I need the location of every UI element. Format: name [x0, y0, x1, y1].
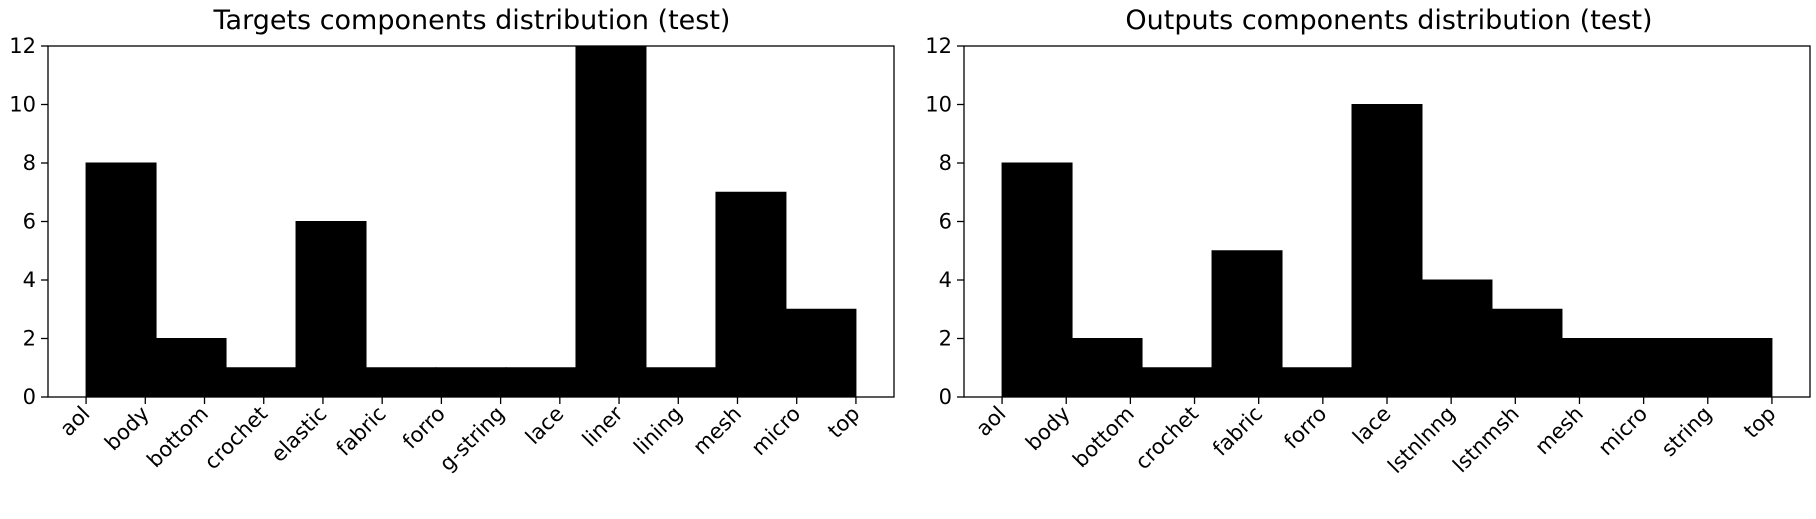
- targets-xtick-label-aol: aol: [55, 402, 94, 441]
- outputs-ytick-label-10: 10: [925, 93, 952, 117]
- outputs-chart: Outputs components distribution (test) 0…: [925, 5, 1811, 478]
- outputs-ytick-label-12: 12: [925, 34, 952, 58]
- targets-bar-lace: [575, 45, 647, 398]
- targets-ytick-label-2: 2: [23, 327, 36, 351]
- outputs-bar-lstnlnng: [1421, 279, 1493, 398]
- targets-ytick-label-12: 12: [9, 34, 36, 58]
- targets-ytick-label-0: 0: [23, 385, 36, 409]
- targets-bar-mesh: [715, 191, 787, 398]
- outputs-xtick-label-body: body: [1021, 402, 1075, 456]
- targets-xtick-label-top: top: [823, 402, 864, 443]
- outputs-xtick-label-bottom: bottom: [1068, 402, 1139, 473]
- outputs-xtick-label-aol: aol: [971, 402, 1010, 441]
- targets-xtick-label-elastic: elastic: [266, 402, 331, 467]
- outputs-bar-mesh: [1561, 338, 1633, 398]
- outputs-ytick-label-2: 2: [939, 327, 952, 351]
- outputs-ytick-label-0: 0: [939, 385, 952, 409]
- outputs-xtick-label-top: top: [1739, 402, 1780, 443]
- targets-bar-bottom: [225, 367, 297, 398]
- targets-bar-body: [155, 338, 227, 398]
- targets-xtick-label-mesh: mesh: [688, 402, 746, 460]
- outputs-bar-bottom: [1141, 367, 1213, 398]
- targets-xtick-label-crochet: crochet: [200, 402, 273, 475]
- outputs-bar-lace: [1351, 104, 1423, 398]
- outputs-bar-string: [1701, 338, 1773, 398]
- targets-bar-aol: [85, 162, 157, 398]
- outputs-bar-micro: [1631, 338, 1703, 398]
- targets-bar-lining: [645, 367, 717, 398]
- outputs-bar-forro: [1281, 367, 1353, 398]
- targets-xtick-label-liner: liner: [578, 401, 628, 451]
- outputs-ytick-label-4: 4: [939, 268, 952, 292]
- outputs-ytick-label-8: 8: [939, 151, 952, 175]
- targets-xtick-label-micro: micro: [747, 402, 806, 461]
- targets-xtick-label-g-string: g-string: [435, 402, 509, 476]
- outputs-xtick-label-fabric: fabric: [1208, 402, 1267, 461]
- targets-ytick-label-10: 10: [9, 93, 36, 117]
- targets-xtick-label-fabric: fabric: [332, 402, 391, 461]
- outputs-chart-title: Outputs components distribution (test): [1125, 5, 1652, 36]
- outputs-xtick-label-forro: forro: [1279, 402, 1331, 454]
- outputs-bar-lstnmsh: [1491, 308, 1563, 398]
- targets-ytick-label-6: 6: [23, 210, 36, 234]
- targets-xtick-label-body: body: [100, 402, 154, 456]
- targets-xtick-label-bottom: bottom: [142, 402, 213, 473]
- targets-xtick-label-lining: lining: [629, 402, 687, 460]
- targets-bar-forro: [435, 367, 507, 398]
- outputs-xtick-label-micro: micro: [1594, 402, 1653, 461]
- targets-ytick-label-8: 8: [23, 151, 36, 175]
- outputs-xtick-label-lstnlnng: lstnlnng: [1383, 402, 1459, 478]
- targets-chart: Targets components distribution (test) 0…: [9, 5, 895, 476]
- outputs-xtick-label-crochet: crochet: [1131, 402, 1204, 475]
- targets-bar-g-string: [505, 367, 577, 398]
- outputs-bar-body: [1071, 338, 1143, 398]
- targets-chart-title: Targets components distribution (test): [213, 5, 731, 36]
- outputs-xtick-label-mesh: mesh: [1530, 402, 1588, 460]
- targets-bar-fabric: [365, 367, 437, 398]
- outputs-xtick-label-lace: lace: [1348, 402, 1395, 449]
- outputs-xtick-label-string: string: [1657, 402, 1717, 462]
- targets-xtick-label-forro: forro: [398, 402, 450, 454]
- outputs-bar-aol: [1001, 162, 1073, 398]
- outputs-bar-fabric: [1211, 250, 1283, 398]
- targets-xtick-label-lace: lace: [521, 402, 568, 449]
- targets-ytick-label-4: 4: [23, 268, 36, 292]
- targets-bar-crochet: [295, 221, 367, 398]
- outputs-ytick-label-6: 6: [939, 210, 952, 234]
- outputs-xtick-label-lstnmsh: lstnmsh: [1448, 402, 1524, 478]
- targets-bar-micro: [785, 308, 857, 398]
